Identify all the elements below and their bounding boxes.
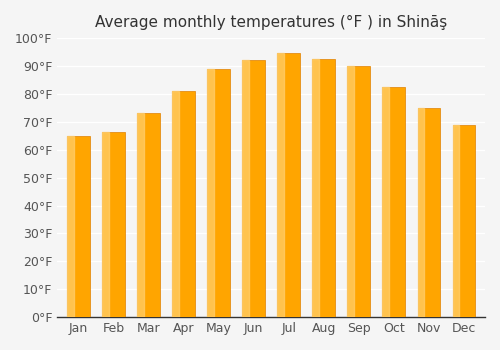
- Bar: [348, 66, 370, 317]
- Bar: [67, 136, 73, 317]
- Bar: [278, 54, 284, 317]
- Title: Average monthly temperatures (°F ) in Shināş: Average monthly temperatures (°F ) in Sh…: [95, 15, 447, 30]
- Bar: [452, 125, 460, 317]
- Bar: [242, 61, 249, 317]
- Bar: [207, 69, 230, 317]
- Bar: [278, 54, 300, 317]
- Bar: [418, 108, 424, 317]
- Bar: [137, 113, 144, 317]
- Bar: [102, 132, 124, 317]
- Bar: [452, 125, 475, 317]
- Bar: [207, 69, 214, 317]
- Bar: [137, 113, 160, 317]
- Bar: [418, 108, 440, 317]
- Bar: [312, 59, 319, 317]
- Bar: [172, 91, 195, 317]
- Bar: [102, 132, 109, 317]
- Bar: [382, 87, 405, 317]
- Bar: [312, 59, 335, 317]
- Bar: [382, 87, 390, 317]
- Bar: [172, 91, 179, 317]
- Bar: [348, 66, 354, 317]
- Bar: [242, 61, 265, 317]
- Bar: [67, 136, 90, 317]
